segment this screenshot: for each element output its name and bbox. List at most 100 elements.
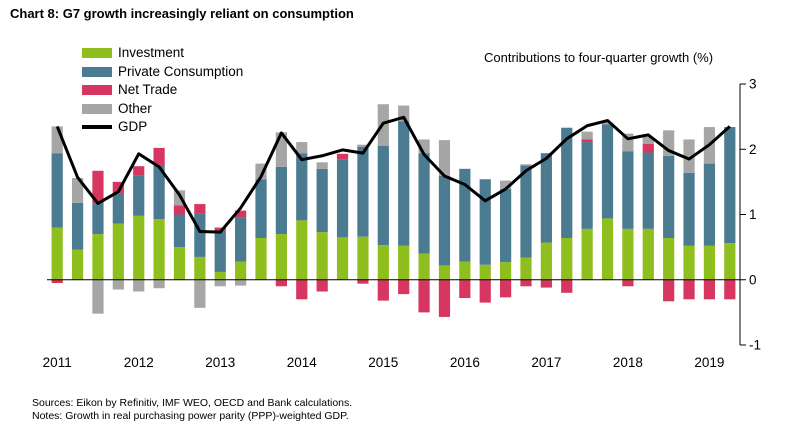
bar-private_consumption-2017Q4 [601,124,614,219]
bar-other-2018Q3 [663,130,675,156]
bar-net_trade-2018Q2 [642,144,654,153]
bar-net_trade-2016Q4 [520,279,532,287]
bar-investment-2012Q3 [173,247,186,280]
bar-investment-2011Q1 [51,227,63,280]
bar-net_trade-2016Q3 [500,279,512,298]
x-tick-label: 2011 [43,355,72,370]
x-tick-label: 2017 [531,355,561,370]
bar-net_trade-2017Q1 [540,279,552,288]
bar-investment-2017Q4 [601,218,614,280]
bar-other-2014Q4 [357,144,369,147]
bar-investment-2013Q1 [214,271,226,280]
bar-investment-2013Q4 [275,234,287,280]
bar-investment-2013Q2 [235,261,247,280]
bar-investment-2017Q3 [581,228,593,280]
bar-investment-2011Q2 [71,249,84,280]
y-tick-label: 2 [749,142,757,157]
y-tick-label: 3 [749,77,757,92]
bar-investment-2019Q2 [724,243,736,280]
chart-footnotes: Sources: Eikon by Refinitiv, IMF WEO, OE… [32,397,352,423]
bar-private_consumption-2012Q4 [194,213,206,257]
bar-other-2018Q4 [683,139,695,173]
bar-net_trade-2012Q2 [153,147,165,165]
bar-other-2014Q1 [296,142,308,154]
bar-investment-2011Q4 [112,223,124,280]
notes-note: Notes: Growth in real purchasing power p… [32,410,349,422]
bar-private_consumption-2011Q2 [71,202,84,250]
bar-investment-2017Q2 [561,237,573,280]
bar-investment-2012Q4 [194,256,206,280]
bar-investment-2016Q2 [479,264,491,280]
bar-other-2016Q4 [520,164,532,166]
bar-investment-2014Q1 [296,220,308,280]
bar-investment-2018Q1 [622,228,634,280]
bar-investment-2014Q2 [316,232,328,280]
bar-other-2013Q3 [255,163,267,180]
x-tick-label: 2014 [287,355,318,370]
x-tick-label: 2012 [124,355,154,370]
x-tick-label: 2016 [450,355,480,370]
bar-other-2013Q2 [235,279,247,286]
bar-investment-2015Q1 [377,245,389,280]
bar-private_consumption-2014Q3 [336,159,349,238]
bar-net_trade-2018Q4 [683,279,695,300]
bar-net_trade-2016Q1 [459,279,471,299]
bar-other-2012Q2 [153,279,165,289]
bar-private_consumption-2019Q2 [724,127,736,244]
bar-other-2015Q3 [418,139,430,154]
bar-net_trade-2017Q2 [561,279,573,293]
bar-net_trade-2012Q3 [173,205,186,215]
bar-investment-2014Q3 [336,237,349,280]
bar-private_consumption-2019Q1 [703,163,716,246]
bar-investment-2016Q4 [520,257,532,280]
x-tick-label: 2019 [694,355,724,370]
bar-other-2016Q3 [500,180,512,190]
x-tick-label: 2013 [205,355,235,370]
bar-private_consumption-2011Q3 [92,203,104,235]
legend-item-investment: Investment [82,44,243,63]
bar-net_trade-2015Q3 [418,279,430,313]
sources-note: Sources: Eikon by Refinitiv, IMF WEO, OE… [32,397,353,409]
bar-other-2012Q4 [194,279,206,308]
bar-other-2011Q2 [71,177,84,203]
bar-private_consumption-2014Q4 [357,146,369,237]
bar-private_consumption-2011Q1 [51,153,63,228]
bar-investment-2018Q2 [642,228,654,280]
bar-net_trade-2015Q4 [438,279,451,317]
bar-net_trade-2011Q3 [92,170,104,204]
bar-other-2015Q4 [438,140,451,176]
bar-other-2017Q3 [581,131,593,140]
bar-net_trade-2015Q1 [377,279,389,301]
legend-label-net-trade: Net Trade [118,82,178,97]
bar-net_trade-2011Q1 [51,279,63,284]
bar-private_consumption-2012Q1 [133,175,145,216]
legend-label-gdp: GDP [118,119,148,134]
bar-private_consumption-2018Q4 [683,172,695,246]
bar-other-2011Q1 [51,126,63,154]
bar-private_consumption-2011Q4 [112,193,124,224]
bar-net_trade-2011Q4 [112,181,124,194]
gdp-line [55,115,731,234]
bar-investment-2018Q3 [663,237,675,280]
bar-other-2015Q2 [398,105,410,122]
bar-net_trade-2015Q2 [398,279,410,295]
x-tick-label: 2015 [368,355,398,370]
legend-item-net-trade: Net Trade [82,81,243,100]
bar-net_trade-2018Q3 [663,279,675,302]
bar-private_consumption-2018Q2 [642,152,654,229]
bar-net_trade-2013Q4 [275,279,287,287]
legend-swatch-net-trade [82,85,112,96]
bar-investment-2011Q3 [92,234,104,280]
bar-investment-2016Q1 [459,261,471,280]
bar-investment-2013Q3 [255,237,267,280]
y-tick-label: 1 [749,207,757,222]
bar-investment-2018Q4 [683,245,695,280]
bar-investment-2014Q4 [357,236,369,280]
bar-private_consumption-2013Q2 [235,217,247,262]
legend-label-private-consumption: Private Consumption [118,63,244,79]
bar-other-2012Q1 [133,279,145,292]
bar-net_trade-2016Q2 [479,279,491,303]
legend-item-other: Other [82,100,243,119]
bar-net_trade-2013Q2 [235,210,247,218]
